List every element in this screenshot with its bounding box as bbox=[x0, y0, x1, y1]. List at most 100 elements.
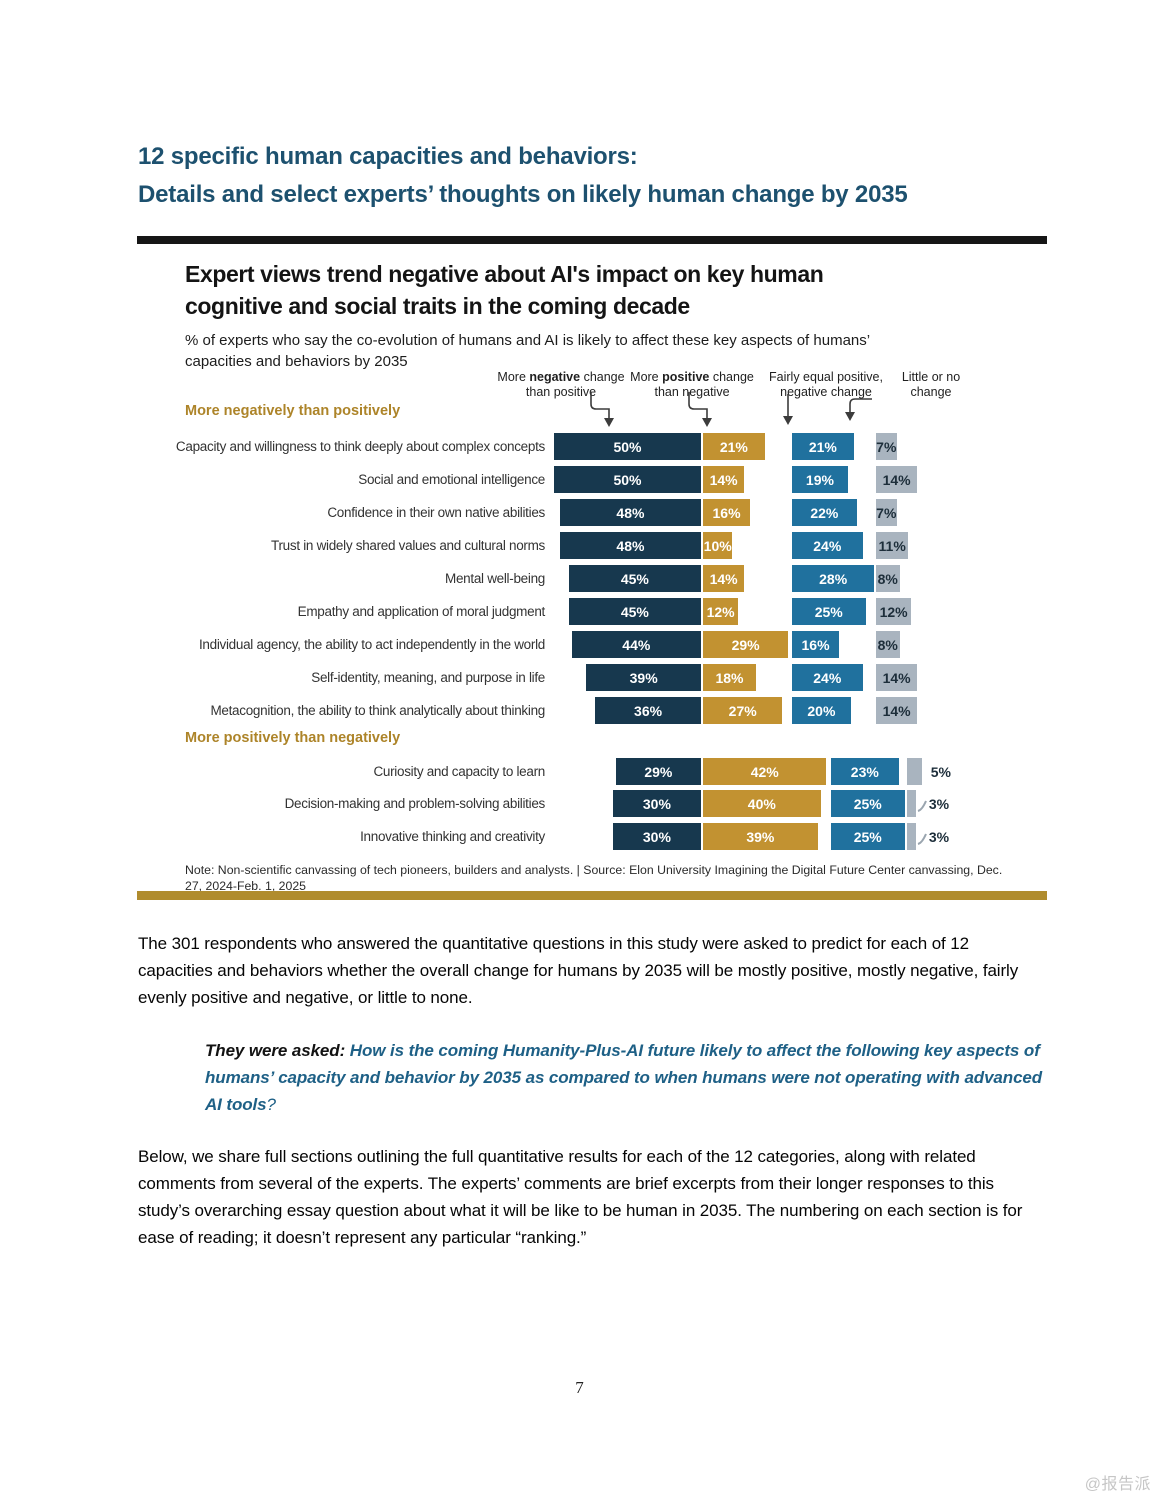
bar-positive: 10% bbox=[703, 532, 733, 559]
chart-row: Individual agency, the ability to act in… bbox=[137, 631, 1047, 658]
arrow-down-icon bbox=[845, 398, 872, 421]
bar-value-label: 48% bbox=[616, 537, 645, 554]
row-category-label: Innovative thinking and creativity bbox=[360, 829, 545, 844]
bar-positive: 14% bbox=[703, 565, 745, 592]
bar-value-label: 14% bbox=[709, 471, 738, 488]
bar-value-label: 36% bbox=[634, 702, 663, 719]
row-category-label: Confidence in their own native abilities bbox=[327, 505, 545, 520]
bar-little: 12% bbox=[876, 598, 912, 625]
chart-bottom-rule bbox=[137, 891, 1047, 900]
row-category-label: Self-identity, meaning, and purpose in l… bbox=[311, 670, 545, 685]
chart-top-rule bbox=[137, 236, 1047, 244]
bar-positive: 42% bbox=[703, 758, 827, 785]
bar-little bbox=[907, 790, 916, 817]
bar-equal: 25% bbox=[831, 823, 905, 850]
chart-row: Trust in widely shared values and cultur… bbox=[137, 532, 1047, 559]
bar-positive: 12% bbox=[703, 598, 739, 625]
bar-value-label: 48% bbox=[616, 504, 645, 521]
bar-value-label: 21% bbox=[808, 438, 837, 455]
bar-equal: 21% bbox=[792, 433, 854, 460]
body-paragraph-2: Below, we share full sections outlining … bbox=[138, 1147, 1023, 1247]
row-category-label: Curiosity and capacity to learn bbox=[373, 764, 545, 779]
chart-row: Empathy and application of moral judgmen… bbox=[137, 598, 1047, 625]
bar-little: 14% bbox=[876, 664, 918, 691]
bar-value-label: 14% bbox=[709, 570, 738, 587]
chart-figure: Expert views trend negative about AI's i… bbox=[137, 236, 1047, 900]
bar-negative: 36% bbox=[595, 697, 701, 724]
page-title-line2: Details and select experts’ thoughts on … bbox=[138, 181, 908, 208]
bar-value-label: 14% bbox=[882, 702, 911, 719]
bar-value-label: 30% bbox=[642, 795, 671, 812]
bar-value-label: 14% bbox=[882, 471, 911, 488]
chart-row: Metacognition, the ability to think anal… bbox=[137, 697, 1047, 724]
bar-value-label: 28% bbox=[819, 570, 848, 587]
bar-positive: 16% bbox=[703, 499, 751, 526]
bar-negative: 48% bbox=[559, 532, 701, 559]
row-category-label: Metacognition, the ability to think anal… bbox=[210, 703, 545, 718]
tiny-bar-connector-icon bbox=[917, 800, 927, 812]
row-category-label: Mental well-being bbox=[445, 571, 545, 586]
quote-label: They were asked: bbox=[205, 1041, 350, 1060]
bar-negative: 29% bbox=[615, 758, 701, 785]
page-number: 7 bbox=[575, 1378, 584, 1397]
bar-little bbox=[907, 758, 922, 785]
bar-value-label: 23% bbox=[850, 763, 879, 780]
chart-row: Decision-making and problem-solving abil… bbox=[137, 790, 1047, 817]
bar-value-label: 7% bbox=[876, 504, 897, 521]
bar-positive: 40% bbox=[703, 790, 821, 817]
quote-text: How is the coming Humanity-Plus-AI futur… bbox=[205, 1041, 1043, 1114]
page-title-line1: 12 specific human capacities and behavio… bbox=[138, 143, 638, 170]
bar-value-label: 45% bbox=[620, 603, 649, 620]
bar-value-label: 25% bbox=[814, 603, 843, 620]
chart-title-line2: cognitive and social traits in the comin… bbox=[185, 293, 690, 319]
bar-value-label: 22% bbox=[810, 504, 839, 521]
bar-negative: 48% bbox=[559, 499, 701, 526]
bar-equal: 24% bbox=[792, 664, 863, 691]
bar-little bbox=[907, 823, 916, 850]
bar-value-label: 5% bbox=[930, 763, 951, 780]
bar-value-label: 45% bbox=[620, 570, 649, 587]
bar-value-label: 39% bbox=[746, 828, 775, 845]
bar-value-label: 24% bbox=[813, 537, 842, 554]
bar-value-label: 27% bbox=[728, 702, 757, 719]
bar-value-label: 29% bbox=[731, 636, 760, 653]
row-category-label: Social and emotional intelligence bbox=[358, 472, 545, 487]
row-category-label: Empathy and application of moral judgmen… bbox=[297, 604, 546, 619]
chart-row: Mental well-being 45% 14% 28% 8% bbox=[137, 565, 1047, 592]
bar-equal: 20% bbox=[792, 697, 851, 724]
bar-value-label: 24% bbox=[813, 669, 842, 686]
bar-positive: 14% bbox=[703, 466, 745, 493]
bar-value-label: 40% bbox=[747, 795, 776, 812]
chart-row: Capacity and willingness to think deeply… bbox=[137, 433, 1047, 460]
bar-little: 8% bbox=[876, 631, 900, 658]
bar-equal: 22% bbox=[792, 499, 857, 526]
column-header: More negative change than positive bbox=[497, 370, 625, 399]
bar-positive: 27% bbox=[703, 697, 783, 724]
bar-positive: 29% bbox=[703, 631, 789, 658]
quote-block: They were asked: How is the coming Human… bbox=[205, 1037, 1043, 1118]
bar-value-label: 42% bbox=[750, 763, 779, 780]
bar-equal: 24% bbox=[792, 532, 863, 559]
arrow-down-icon bbox=[783, 394, 793, 425]
watermark: @报告派 bbox=[1084, 1476, 1151, 1493]
chart-row: Innovative thinking and creativity 30% 39%… bbox=[137, 823, 1047, 850]
bar-negative: 39% bbox=[586, 664, 701, 691]
tiny-bar-connector-icon bbox=[917, 833, 927, 845]
bar-value-label: 11% bbox=[878, 537, 906, 554]
section-header-negative: More negatively than positively bbox=[185, 403, 401, 419]
column-header: Fairly equal positive, negative change bbox=[769, 370, 883, 399]
bar-equal: 19% bbox=[792, 466, 848, 493]
chart-source-note: Note: Non-scientific canvassing of tech … bbox=[185, 863, 1003, 893]
chart-subtitle-line1: % of experts who say the co-evolution of… bbox=[185, 332, 871, 349]
bar-negative: 45% bbox=[568, 598, 701, 625]
chart-row: Social and emotional intelligence 50% 14% 1… bbox=[137, 466, 1047, 493]
bar-equal: 28% bbox=[792, 565, 875, 592]
bar-value-label: 3% bbox=[928, 795, 950, 812]
bar-little: 14% bbox=[876, 697, 918, 724]
chart-subtitle-line2: capacities and behaviors by 2035 bbox=[185, 353, 408, 370]
bar-value-label: 14% bbox=[882, 669, 911, 686]
bar-value-label: 21% bbox=[719, 438, 748, 455]
bar-little: 7% bbox=[876, 433, 897, 460]
bar-value-label: 16% bbox=[801, 636, 830, 653]
arrow-down-icon bbox=[688, 392, 712, 427]
